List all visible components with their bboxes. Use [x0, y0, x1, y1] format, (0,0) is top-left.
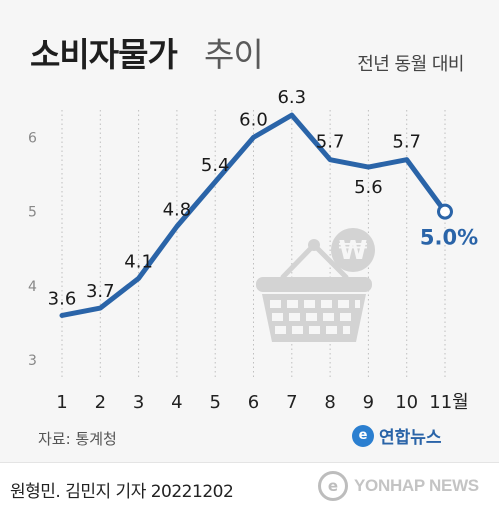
x-tick-label: 3 — [133, 392, 144, 413]
data-label: 3.7 — [86, 281, 115, 302]
data-label: 5.0% — [420, 226, 478, 250]
y-tick-label: 6 — [28, 130, 37, 146]
x-tick-label: 6 — [248, 392, 259, 413]
chart-title: 소비자물가 — [30, 35, 178, 74]
x-tick-label: 11월 — [429, 392, 468, 413]
x-tick-label: 8 — [324, 392, 335, 413]
data-label: 6.0 — [239, 109, 268, 130]
watermark-logo-icon: e — [318, 471, 348, 501]
footer-bar: 원형민. 김민지 기자 20221202 e YONHAP NEWS — [0, 462, 499, 512]
svg-text:₩: ₩ — [339, 236, 368, 266]
x-tick-label: 9 — [363, 392, 374, 413]
y-axis-ticks: 3 4 5 6 — [28, 130, 37, 369]
agency-credit: e 연합뉴스 — [352, 423, 442, 448]
watermark: e YONHAP NEWS — [318, 471, 479, 501]
x-tick-label: 10 — [395, 392, 418, 413]
y-tick-label: 3 — [28, 353, 37, 369]
byline: 원형민. 김민지 기자 20221202 — [10, 482, 234, 502]
data-label: 3.6 — [48, 288, 77, 309]
data-point — [437, 203, 453, 220]
data-label: 4.8 — [163, 199, 192, 220]
data-label: 5.7 — [316, 132, 345, 153]
y-tick-label: 4 — [28, 279, 37, 295]
agency-logo-icon: e — [352, 424, 374, 447]
line-chart: 3 4 5 6 ₩ 3.6 3.7 4.1 4.8 5.4 6.0 6.3 5.7 5.6 5.7 5.0… — [28, 87, 478, 413]
x-tick-label: 7 — [286, 392, 297, 413]
x-tick-label: 5 — [209, 392, 220, 413]
x-tick-label: 2 — [95, 392, 106, 413]
series-line — [59, 112, 448, 318]
x-tick-label: 1 — [56, 392, 67, 413]
data-label: 5.4 — [201, 155, 230, 176]
watermark-text: YONHAP NEWS — [354, 476, 479, 495]
unit-label: 전년 동월 대비 — [357, 54, 464, 75]
y-tick-label: 5 — [28, 205, 37, 221]
gridlines — [61, 110, 446, 380]
agency-name: 연합뉴스 — [379, 428, 442, 448]
data-label: 4.1 — [124, 251, 153, 272]
data-label: 6.3 — [277, 87, 306, 108]
source-note: 자료: 통계청 — [38, 430, 117, 448]
chart-title-suffix: 추이 — [204, 35, 264, 74]
shopping-basket-icon — [256, 239, 372, 342]
data-label: 5.6 — [354, 177, 383, 198]
x-tick-label: 4 — [171, 392, 182, 413]
won-sign-icon: ₩ — [331, 228, 375, 272]
data-label: 5.7 — [392, 132, 421, 153]
